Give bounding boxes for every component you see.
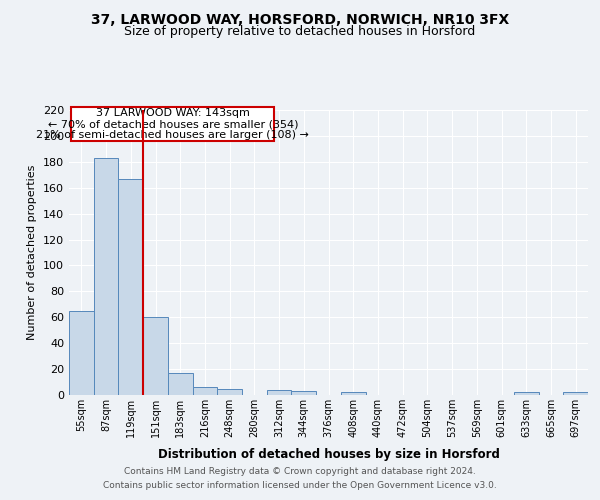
FancyBboxPatch shape	[71, 108, 274, 141]
Bar	[69, 311, 94, 395]
Bar	[514, 392, 539, 395]
Bar	[143, 318, 168, 395]
Text: 37, LARWOOD WAY, HORSFORD, NORWICH, NR10 3FX: 37, LARWOOD WAY, HORSFORD, NORWICH, NR10…	[91, 12, 509, 26]
Text: Contains public sector information licensed under the Open Government Licence v3: Contains public sector information licen…	[103, 481, 497, 490]
Bar	[292, 391, 316, 395]
Bar	[94, 158, 118, 395]
Bar	[217, 388, 242, 395]
Bar	[563, 392, 588, 395]
Text: ← 70% of detached houses are smaller (354): ← 70% of detached houses are smaller (35…	[47, 120, 298, 130]
Bar	[118, 178, 143, 395]
Text: Contains HM Land Registry data © Crown copyright and database right 2024.: Contains HM Land Registry data © Crown c…	[124, 467, 476, 476]
Bar	[341, 392, 365, 395]
Y-axis label: Number of detached properties: Number of detached properties	[28, 165, 37, 340]
Text: Size of property relative to detached houses in Horsford: Size of property relative to detached ho…	[124, 25, 476, 38]
Bar	[267, 390, 292, 395]
Bar	[193, 387, 217, 395]
X-axis label: Distribution of detached houses by size in Horsford: Distribution of detached houses by size …	[158, 448, 499, 462]
Bar	[168, 373, 193, 395]
Text: 37 LARWOOD WAY: 143sqm: 37 LARWOOD WAY: 143sqm	[96, 108, 250, 118]
Text: 21% of semi-detached houses are larger (108) →: 21% of semi-detached houses are larger (…	[37, 130, 309, 140]
